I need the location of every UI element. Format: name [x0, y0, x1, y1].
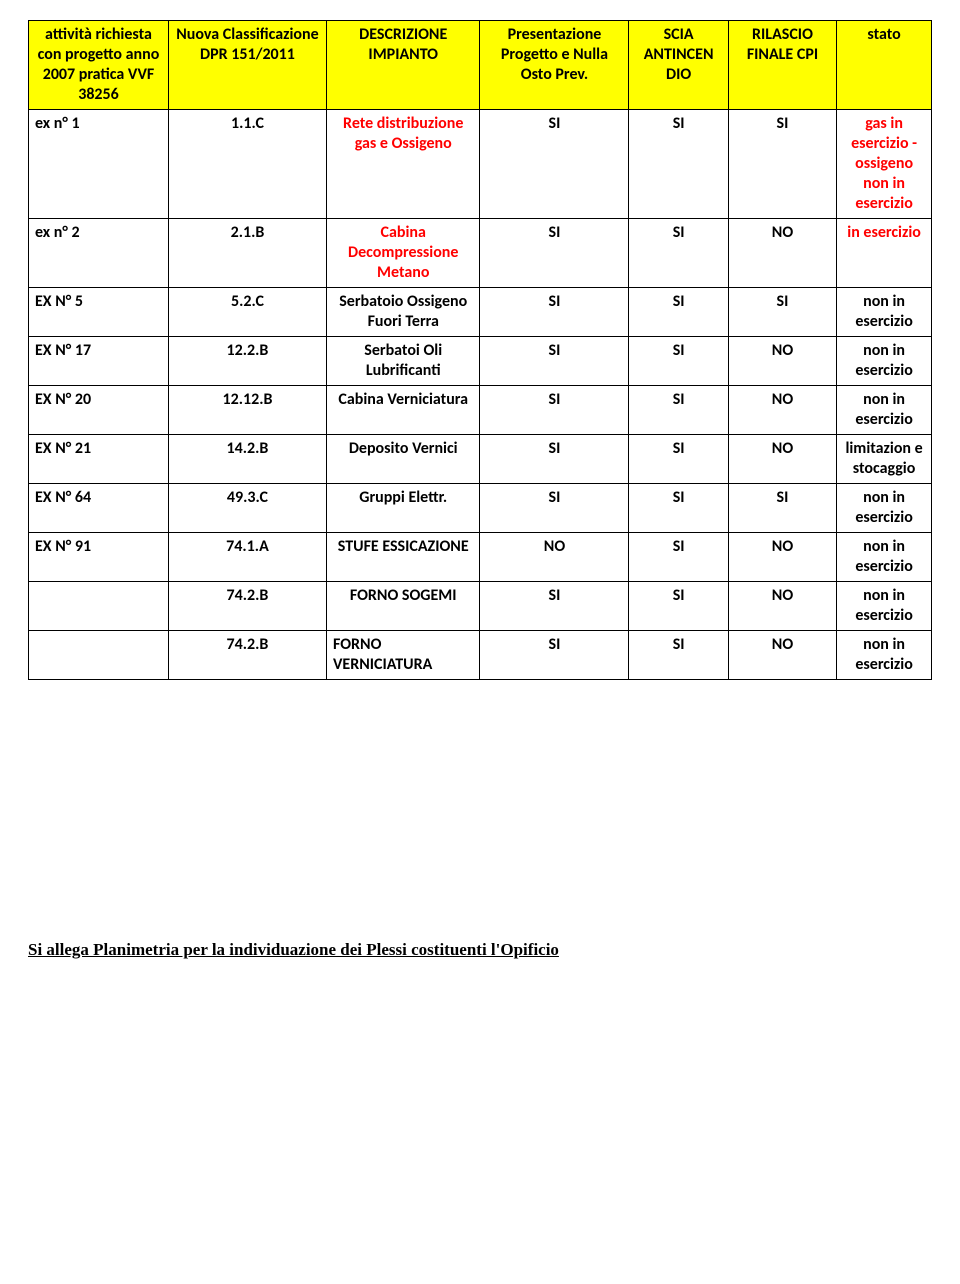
- cell-scia: SI: [629, 386, 728, 435]
- table-row: ex n° 11.1.CRete distribuzione gas e Oss…: [29, 110, 932, 219]
- cell-stato: non in esercizio: [837, 484, 932, 533]
- th-presentazione: Presentazione Progetto e Nulla Osto Prev…: [480, 21, 629, 110]
- cell-presentazione: SI: [480, 631, 629, 680]
- cell-attivita: EX N° 20: [29, 386, 169, 435]
- cell-rilascio: SI: [728, 288, 836, 337]
- cell-classificazione: 49.3.C: [168, 484, 326, 533]
- cell-stato: non in esercizio: [837, 386, 932, 435]
- footer-note: Si allega Planimetria per la individuazi…: [28, 940, 932, 960]
- cell-rilascio: SI: [728, 484, 836, 533]
- cell-scia: SI: [629, 582, 728, 631]
- cell-descrizione: Cabina Decompressione Metano: [326, 219, 480, 288]
- cell-descrizione: FORNO SOGEMI: [326, 582, 480, 631]
- cell-presentazione: SI: [480, 386, 629, 435]
- cell-classificazione: 74.2.B: [168, 582, 326, 631]
- cell-descrizione: Serbatoio Ossigeno Fuori Terra: [326, 288, 480, 337]
- cell-stato: non in esercizio: [837, 533, 932, 582]
- cell-presentazione: SI: [480, 582, 629, 631]
- cell-scia: SI: [629, 533, 728, 582]
- cell-stato: non in esercizio: [837, 337, 932, 386]
- table-row: EX N° 2012.12.BCabina VerniciaturaSISINO…: [29, 386, 932, 435]
- cell-scia: SI: [629, 435, 728, 484]
- cell-classificazione: 14.2.B: [168, 435, 326, 484]
- th-stato: stato: [837, 21, 932, 110]
- cell-rilascio: NO: [728, 582, 836, 631]
- cell-scia: SI: [629, 484, 728, 533]
- cell-classificazione: 74.1.A: [168, 533, 326, 582]
- cell-descrizione: Gruppi Elettr.: [326, 484, 480, 533]
- cell-rilascio: NO: [728, 533, 836, 582]
- cell-classificazione: 74.2.B: [168, 631, 326, 680]
- table-body: ex n° 11.1.CRete distribuzione gas e Oss…: [29, 110, 932, 680]
- cell-attivita: [29, 582, 169, 631]
- cell-descrizione: FORNO VERNICIATURA: [326, 631, 480, 680]
- cell-descrizione: Deposito Vernici: [326, 435, 480, 484]
- cell-descrizione: Cabina Verniciatura: [326, 386, 480, 435]
- cell-attivita: ex n° 1: [29, 110, 169, 219]
- cell-presentazione: SI: [480, 484, 629, 533]
- table-row: EX N° 1712.2.BSerbatoi Oli LubrificantiS…: [29, 337, 932, 386]
- cell-descrizione: STUFE ESSICAZIONE: [326, 533, 480, 582]
- th-rilascio: RILASCIO FINALE CPI: [728, 21, 836, 110]
- cell-stato: in esercizio: [837, 219, 932, 288]
- cell-rilascio: NO: [728, 337, 836, 386]
- th-classificazione: Nuova Classificazione DPR 151/2011: [168, 21, 326, 110]
- cell-descrizione: Serbatoi Oli Lubrificanti: [326, 337, 480, 386]
- cell-presentazione: SI: [480, 288, 629, 337]
- cell-scia: SI: [629, 288, 728, 337]
- cell-stato: non in esercizio: [837, 288, 932, 337]
- table-row: 74.2.BFORNO SOGEMISISINOnon in esercizio: [29, 582, 932, 631]
- table-row: 74.2.BFORNO VERNICIATURASISINOnon in ese…: [29, 631, 932, 680]
- cell-classificazione: 5.2.C: [168, 288, 326, 337]
- table-row: EX N° 6449.3.CGruppi Elettr.SISISInon in…: [29, 484, 932, 533]
- cell-classificazione: 12.12.B: [168, 386, 326, 435]
- table-row: ex n° 22.1.BCabina Decompressione Metano…: [29, 219, 932, 288]
- cell-attivita: EX N° 17: [29, 337, 169, 386]
- cell-stato: limitazion e stocaggio: [837, 435, 932, 484]
- cell-rilascio: NO: [728, 219, 836, 288]
- cell-scia: SI: [629, 631, 728, 680]
- cell-attivita: EX N° 21: [29, 435, 169, 484]
- cell-rilascio: NO: [728, 386, 836, 435]
- cell-scia: SI: [629, 337, 728, 386]
- cell-scia: SI: [629, 219, 728, 288]
- cell-classificazione: 2.1.B: [168, 219, 326, 288]
- cell-attivita: EX N° 91: [29, 533, 169, 582]
- table-header-row: attività richiesta con progetto anno 200…: [29, 21, 932, 110]
- th-scia: SCIA ANTINCEN DIO: [629, 21, 728, 110]
- cell-scia: SI: [629, 110, 728, 219]
- cell-presentazione: SI: [480, 337, 629, 386]
- cell-attivita: [29, 631, 169, 680]
- impianti-table: attività richiesta con progetto anno 200…: [28, 20, 932, 680]
- cell-classificazione: 1.1.C: [168, 110, 326, 219]
- th-descrizione: DESCRIZIONE IMPIANTO: [326, 21, 480, 110]
- cell-stato: non in esercizio: [837, 631, 932, 680]
- cell-presentazione: SI: [480, 110, 629, 219]
- cell-attivita: ex n° 2: [29, 219, 169, 288]
- cell-presentazione: SI: [480, 435, 629, 484]
- cell-rilascio: SI: [728, 110, 836, 219]
- cell-descrizione: Rete distribuzione gas e Ossigeno: [326, 110, 480, 219]
- cell-stato: gas in esercizio - ossigeno non in eserc…: [837, 110, 932, 219]
- cell-rilascio: NO: [728, 631, 836, 680]
- cell-presentazione: NO: [480, 533, 629, 582]
- table-row: EX N° 55.2.CSerbatoio Ossigeno Fuori Ter…: [29, 288, 932, 337]
- cell-presentazione: SI: [480, 219, 629, 288]
- table-row: EX N° 2114.2.BDeposito VerniciSISINOlimi…: [29, 435, 932, 484]
- table-row: EX N° 9174.1.ASTUFE ESSICAZIONENOSINOnon…: [29, 533, 932, 582]
- th-attivita: attività richiesta con progetto anno 200…: [29, 21, 169, 110]
- cell-stato: non in esercizio: [837, 582, 932, 631]
- cell-rilascio: NO: [728, 435, 836, 484]
- cell-classificazione: 12.2.B: [168, 337, 326, 386]
- cell-attivita: EX N° 64: [29, 484, 169, 533]
- cell-attivita: EX N° 5: [29, 288, 169, 337]
